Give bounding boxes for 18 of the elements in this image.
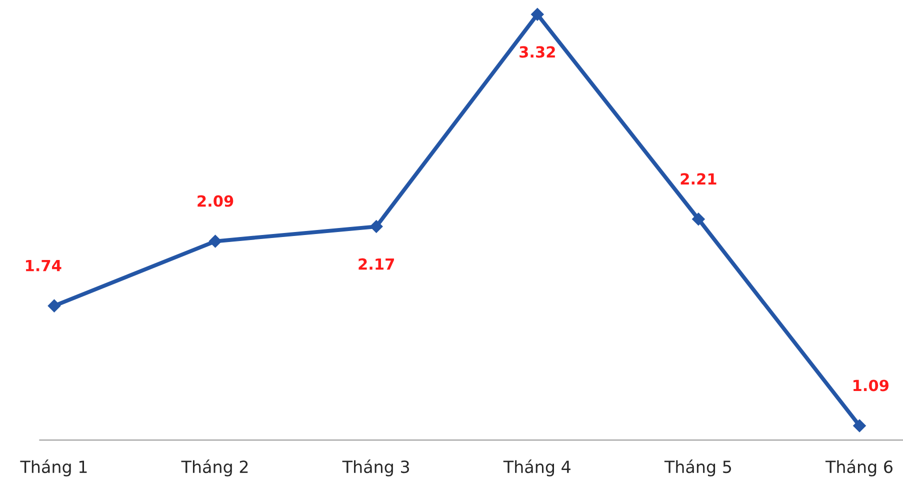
point [48, 299, 61, 312]
point [208, 234, 222, 248]
point [692, 212, 705, 226]
point [370, 220, 383, 233]
data-label: 3.32 [520, 46, 555, 58]
point [853, 419, 866, 432]
data-label: 2.17 [358, 258, 394, 270]
x-tick-label: Tháng 3 [342, 460, 410, 476]
x-tick-label: Tháng 6 [825, 460, 892, 476]
x-tick-label: Tháng 2 [181, 460, 248, 476]
x-tick-label: Tháng 1 [20, 460, 87, 476]
data-label: 1.09 [854, 380, 888, 392]
data-label: 2.21 [680, 173, 716, 184]
data-label: 2.09 [198, 195, 234, 207]
point [530, 8, 544, 21]
x-tick-label: Tháng 4 [503, 460, 570, 476]
data-label: 1.74 [26, 260, 62, 272]
x-tick-label: Tháng 5 [664, 460, 732, 476]
